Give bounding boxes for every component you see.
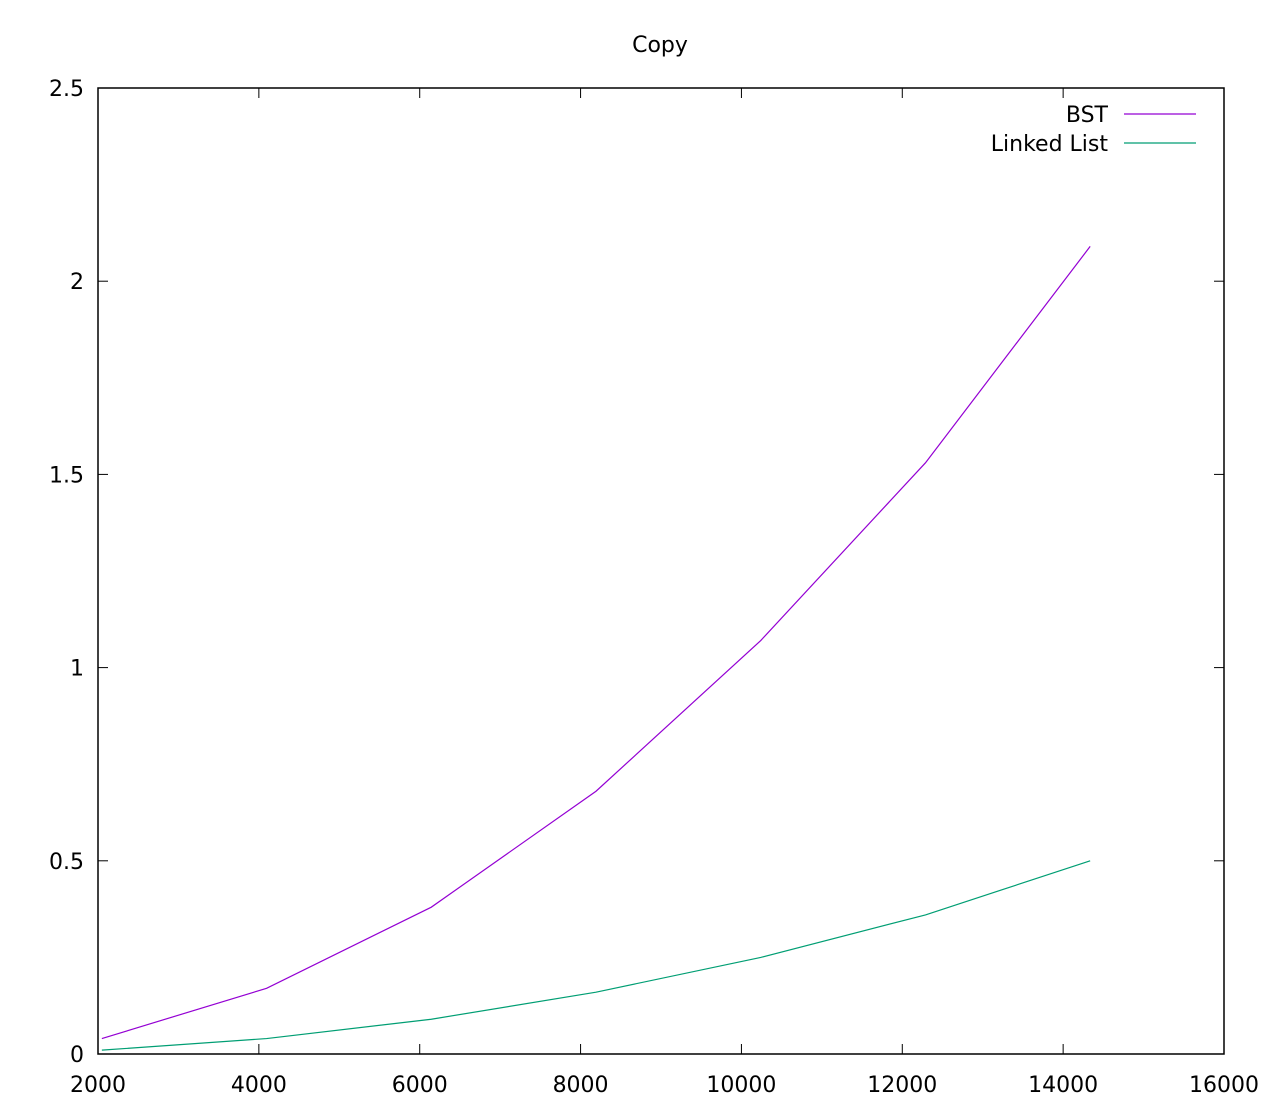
x-tick-label: 10000 — [706, 1073, 776, 1098]
x-tick-label: 12000 — [867, 1073, 937, 1098]
series-line-bst — [101, 246, 1091, 1040]
series-layer — [101, 246, 1091, 1051]
series-line-linked-list — [101, 860, 1091, 1051]
legend: BST Linked List — [991, 103, 1196, 157]
chart-title: Copy — [632, 33, 688, 58]
x-tick-label: 16000 — [1189, 1073, 1259, 1098]
y-tick-label: 1.5 — [49, 463, 84, 488]
y-tick-label: 2.5 — [49, 77, 84, 102]
x-tick-label: 4000 — [231, 1073, 287, 1098]
plot-frame — [97, 87, 1225, 1055]
x-axis: 2000 4000 6000 8000 10000 12000 14000 16000 — [70, 88, 1259, 1098]
y-tick-label: 0 — [70, 1043, 84, 1068]
y-tick-label: 2 — [70, 270, 84, 295]
x-tick-label: 8000 — [553, 1073, 609, 1098]
y-axis: 0 0.5 1 1.5 2 2.5 — [49, 77, 1224, 1068]
y-tick-label: 0.5 — [49, 850, 84, 875]
legend-label-bst: BST — [1066, 103, 1109, 128]
y-tick-label: 1 — [70, 657, 84, 682]
legend-label-linked-list: Linked List — [991, 132, 1109, 157]
x-tick-label: 14000 — [1028, 1073, 1098, 1098]
x-tick-label: 2000 — [70, 1073, 126, 1098]
x-tick-label: 6000 — [392, 1073, 448, 1098]
